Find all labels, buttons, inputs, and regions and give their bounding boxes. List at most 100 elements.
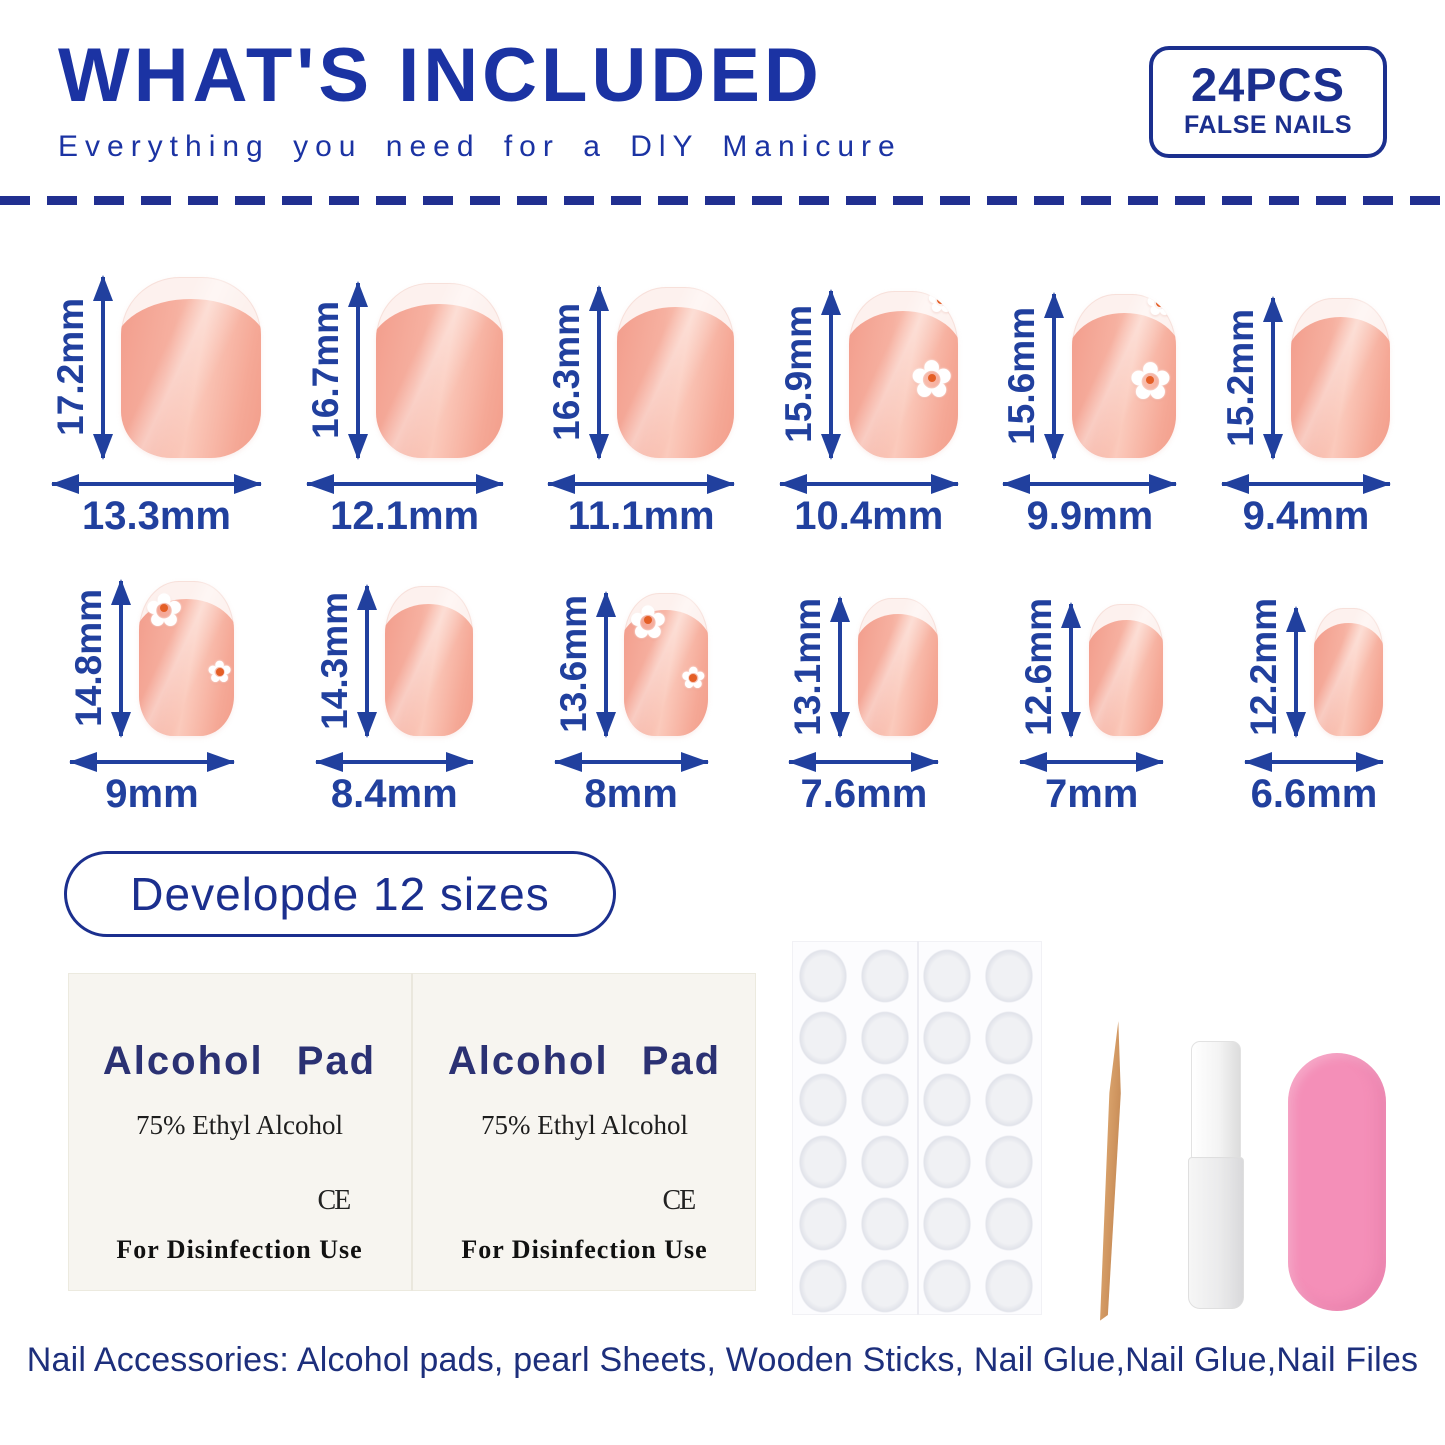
nail-width-label: 9.9mm [1026,493,1154,538]
nail-height-label: 12.6mm [1018,597,1060,736]
accessories-caption: Nail Accessories: Alcohol pads, pearl Sh… [26,1340,1419,1379]
width-arrow-icon [306,481,503,486]
wooden-stick [1090,1020,1132,1321]
ce-mark: CE [317,1184,351,1216]
false-nail-image: ✿ ✿ [623,592,708,736]
nail-size-item: 14.3mm 8.4mm [313,585,473,817]
height-arrow-icon [838,597,843,736]
nail-height-label: 13.1mm [787,597,829,736]
nail-height-label: 15.2mm [1219,308,1261,447]
daisy-flower-icon: ✿ [628,595,668,648]
height-arrow-icon [1069,603,1074,736]
nail-height-label: 14.3mm [313,591,355,730]
ce-mark: CE [662,1184,696,1216]
height-arrow-icon [101,276,105,458]
nail-glue-bottle [1188,1040,1244,1309]
width-arrow-icon [70,759,234,764]
false-nail-image [1089,603,1164,736]
height-arrow-icon [1293,607,1298,736]
nail-size-item: 15.2mm 9.4mm [1219,297,1390,539]
header: WHAT'S INCLUDED Everything you need for … [0,0,1445,164]
daisy-flower-icon: ✿ [927,291,956,318]
count-badge: 24PCS FALSE NAILS [1149,46,1387,158]
nail-glue-cap [1191,1040,1241,1159]
alcohol-pad-panel: Alcohol Pad 75% Ethyl Alcohol CE For Dis… [68,972,413,1291]
width-arrow-icon [52,481,261,486]
nail-height-label: 13.6mm [552,595,594,734]
alcohol-pad-subtitle: 75% Ethyl Alcohol [481,1109,688,1140]
nail-width-label: 9.4mm [1242,493,1370,538]
height-arrow-icon [364,585,369,736]
alcohol-pad-subtitle: 75% Ethyl Alcohol [136,1109,343,1140]
alcohol-pad-title: Alcohol Pad [102,1038,377,1083]
nail-glue-body [1188,1156,1244,1309]
daisy-flower-icon: ✿ [1128,353,1173,412]
width-arrow-icon [779,481,958,486]
nail-height-label: 14.8mm [68,589,109,728]
height-arrow-icon [1052,293,1057,458]
false-nail-image [121,276,261,458]
adhesive-sticker-sheet [792,940,1042,1315]
nail-file [1288,1052,1386,1311]
nail-width-label: 7.6mm [800,771,928,816]
page-title: WHAT'S INCLUDED [58,33,823,118]
accessories-section: Alcohol Pad 75% Ethyl Alcohol CE For Dis… [0,937,1445,1319]
false-nail-image [1313,607,1383,736]
nail-width-label: 12.1mm [330,493,480,538]
nail-width-label: 7mm [1044,771,1139,816]
alcohol-pad-title: Alcohol Pad [447,1038,722,1083]
false-nail-image: ✿ ✿ [848,290,958,458]
nail-size-item: 17.2mm 13.3mm [50,276,261,539]
alcohol-pad-footer: For Disinfection Use [461,1234,708,1264]
height-arrow-icon [828,290,833,458]
false-nail-image [384,585,473,736]
width-arrow-icon [789,759,939,764]
width-arrow-icon [1020,759,1164,764]
false-nail-image: ✿ ✿ [1072,293,1177,458]
nail-size-item: 13.6mm ✿ ✿ 8mm [552,592,708,817]
nail-size-item: 12.2mm 6.6mm [1242,597,1383,817]
nail-width-label: 11.1mm [567,493,715,538]
false-nail-image [858,597,939,736]
width-arrow-icon [548,481,735,486]
sizes-pill: Developde 12 sizes [64,850,616,937]
nail-height-label: 16.3mm [546,303,588,442]
count-badge-label: FALSE NAILS [1183,111,1352,140]
width-arrow-icon [315,759,473,764]
nail-width-label: 13.3mm [82,493,231,538]
false-nail-image [375,282,503,458]
width-arrow-icon [1003,481,1177,486]
daisy-flower-icon: ✿ [680,662,706,696]
nail-height-label: 12.2mm [1242,597,1284,736]
nail-width-label: 9mm [105,771,199,816]
nail-height-label: 16.7mm [304,301,346,440]
width-arrow-icon [1244,759,1383,764]
page-subtitle: Everything you need for a DlY Manicure [58,129,902,163]
height-arrow-icon [119,580,123,736]
height-arrow-icon [1270,297,1275,458]
alcohol-pad-panel: Alcohol Pad 75% Ethyl Alcohol CE For Dis… [413,973,756,1291]
false-nail-image [617,286,735,458]
nail-width-label: 6.6mm [1250,771,1378,816]
width-arrow-icon [1221,481,1390,486]
nail-size-item: 12.6mm 7mm [1018,597,1164,817]
nail-size-item: 16.3mm 11.1mm [546,286,735,539]
width-arrow-icon [554,759,708,764]
daisy-flower-icon: ✿ [144,583,184,636]
nail-size-item: 16.7mm 12.1mm [304,282,503,539]
nail-height-label: 15.6mm [1001,306,1043,445]
nail-size-item: 14.8mm ✿ ✿ 9mm [68,580,234,817]
daisy-flower-icon: ✿ [909,351,954,410]
height-arrow-icon [355,282,360,458]
count-badge-pieces: 24PCS [1191,58,1345,111]
daisy-flower-icon: ✿ [206,656,233,690]
false-nail-image: ✿ ✿ [139,580,234,736]
nail-width-label: 8mm [584,771,678,816]
nail-height-label: 15.9mm [777,305,819,444]
dashed-divider [0,195,1445,205]
height-arrow-icon [597,286,602,458]
alcohol-pad-footer: For Disinfection Use [116,1234,363,1264]
nail-size-row-1: 17.2mm 13.3mm 16.7mm 12.1mm 16.3mm 11.1m… [0,276,1445,539]
nail-size-item: 15.9mm ✿ ✿ 10.4mm [777,290,958,539]
alcohol-pad-packet: Alcohol Pad 75% Ethyl Alcohol CE For Dis… [68,972,756,1291]
